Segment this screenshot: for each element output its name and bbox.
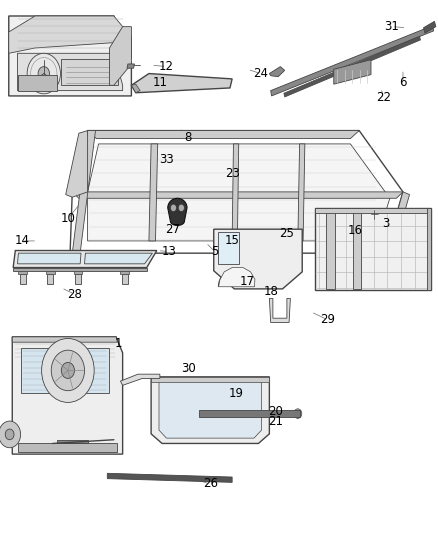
Polygon shape <box>424 21 436 33</box>
Circle shape <box>42 338 94 402</box>
Text: 6: 6 <box>399 76 407 89</box>
Polygon shape <box>107 473 232 482</box>
Circle shape <box>371 210 378 219</box>
Polygon shape <box>315 208 431 290</box>
Polygon shape <box>13 251 157 268</box>
Text: 29: 29 <box>320 313 335 326</box>
Polygon shape <box>232 144 239 241</box>
Polygon shape <box>9 16 131 96</box>
Text: 11: 11 <box>152 76 167 89</box>
Polygon shape <box>18 53 123 91</box>
Text: 20: 20 <box>268 405 283 418</box>
Polygon shape <box>66 131 88 197</box>
Text: 25: 25 <box>279 227 294 240</box>
Circle shape <box>27 53 60 94</box>
Polygon shape <box>271 26 434 96</box>
Polygon shape <box>18 253 81 264</box>
Polygon shape <box>298 144 305 241</box>
Text: 1: 1 <box>114 337 122 350</box>
Text: 15: 15 <box>225 235 240 247</box>
Polygon shape <box>131 74 232 93</box>
Polygon shape <box>88 131 359 139</box>
Text: 31: 31 <box>385 20 399 33</box>
Polygon shape <box>219 268 255 287</box>
Text: 33: 33 <box>159 154 174 166</box>
Polygon shape <box>214 229 302 289</box>
Text: 18: 18 <box>264 285 279 298</box>
Polygon shape <box>326 209 335 289</box>
Polygon shape <box>72 131 95 253</box>
Polygon shape <box>315 208 431 213</box>
Text: 3: 3 <box>382 217 389 230</box>
Polygon shape <box>127 64 134 68</box>
Polygon shape <box>20 274 26 284</box>
Polygon shape <box>13 268 147 271</box>
Polygon shape <box>151 377 269 443</box>
Text: 21: 21 <box>268 415 283 427</box>
Polygon shape <box>18 75 57 91</box>
Polygon shape <box>269 298 290 322</box>
Text: 5: 5 <box>211 245 218 258</box>
Text: 14: 14 <box>14 235 29 247</box>
Circle shape <box>5 429 14 440</box>
Polygon shape <box>74 271 82 274</box>
Polygon shape <box>12 337 123 454</box>
Polygon shape <box>88 144 390 241</box>
Text: 22: 22 <box>376 91 391 103</box>
Circle shape <box>170 204 177 212</box>
Polygon shape <box>168 198 187 225</box>
Polygon shape <box>159 381 261 438</box>
Polygon shape <box>122 274 128 284</box>
Polygon shape <box>57 440 88 443</box>
Polygon shape <box>12 337 117 342</box>
Polygon shape <box>61 59 118 85</box>
Polygon shape <box>72 192 403 198</box>
Text: 26: 26 <box>203 478 218 490</box>
Polygon shape <box>218 232 239 264</box>
Polygon shape <box>85 253 152 264</box>
Circle shape <box>178 204 184 212</box>
Polygon shape <box>269 67 285 77</box>
Polygon shape <box>334 60 371 84</box>
Polygon shape <box>18 443 117 452</box>
Polygon shape <box>21 348 109 393</box>
Polygon shape <box>284 36 420 97</box>
Polygon shape <box>120 271 129 274</box>
Polygon shape <box>77 254 82 259</box>
Polygon shape <box>99 254 104 259</box>
Polygon shape <box>131 84 140 93</box>
Polygon shape <box>110 27 131 85</box>
Polygon shape <box>120 374 160 385</box>
Circle shape <box>294 409 302 418</box>
Circle shape <box>61 362 74 378</box>
Text: 28: 28 <box>67 288 82 301</box>
Text: 27: 27 <box>166 223 180 236</box>
Text: 17: 17 <box>240 275 255 288</box>
Circle shape <box>0 421 21 448</box>
Polygon shape <box>151 377 269 382</box>
Polygon shape <box>353 209 361 289</box>
Text: 10: 10 <box>60 212 75 225</box>
Polygon shape <box>75 274 81 284</box>
Polygon shape <box>18 271 27 274</box>
Circle shape <box>38 67 49 80</box>
Text: 16: 16 <box>347 224 362 237</box>
Polygon shape <box>427 208 431 290</box>
Text: 8: 8 <box>185 131 192 144</box>
Text: 23: 23 <box>225 167 240 180</box>
Text: 19: 19 <box>229 387 244 400</box>
Circle shape <box>51 350 85 391</box>
Polygon shape <box>88 254 93 259</box>
Polygon shape <box>9 16 131 59</box>
Text: 12: 12 <box>159 60 174 73</box>
Polygon shape <box>47 274 53 284</box>
Polygon shape <box>46 271 55 274</box>
Text: 24: 24 <box>253 67 268 80</box>
Polygon shape <box>199 410 300 417</box>
Text: 13: 13 <box>161 245 176 258</box>
Text: 30: 30 <box>181 362 196 375</box>
Polygon shape <box>149 144 158 241</box>
Polygon shape <box>385 192 410 255</box>
